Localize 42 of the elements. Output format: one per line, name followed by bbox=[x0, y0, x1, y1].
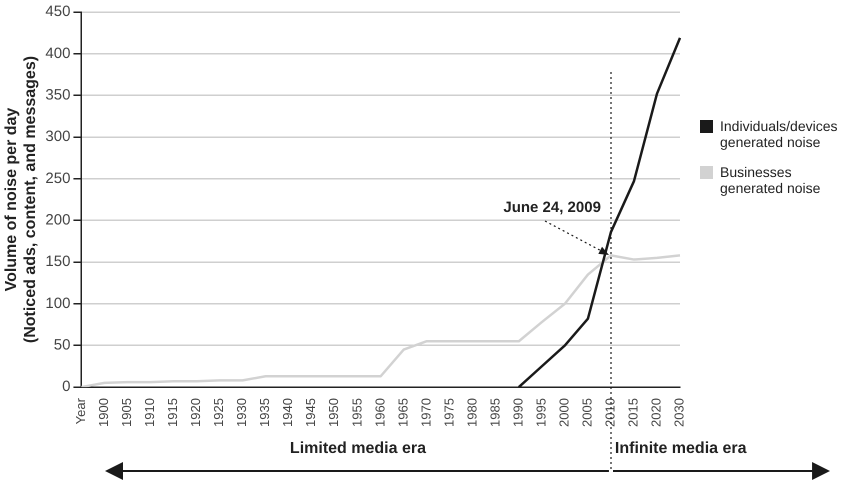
x-tick-label: 1990 bbox=[510, 398, 526, 427]
x-tick-label: 1950 bbox=[326, 398, 342, 427]
x-tick-label: 1925 bbox=[211, 398, 226, 427]
y-tick-label: 50 bbox=[54, 336, 70, 354]
y-tick-label: 100 bbox=[45, 294, 70, 312]
x-tick-label: 2000 bbox=[556, 398, 572, 427]
y-tick-label: 250 bbox=[45, 170, 70, 187]
x-tick-label: 1940 bbox=[280, 398, 296, 427]
y-tick-label: 450 bbox=[45, 3, 70, 20]
x-tick-label: 1985 bbox=[487, 398, 502, 427]
x-tick-label: 1905 bbox=[119, 398, 134, 427]
text: Limited media era bbox=[290, 440, 426, 458]
x-tick-label: 2015 bbox=[626, 398, 641, 427]
x-tick-label: 1930 bbox=[234, 398, 250, 427]
x-tick-label: 1935 bbox=[257, 398, 272, 427]
x-tick-label: 1965 bbox=[395, 398, 410, 427]
x-tick-label: 1995 bbox=[533, 398, 548, 427]
y-tick-label: 0 bbox=[62, 378, 70, 396]
legend-label: Individuals/devices generated noise bbox=[720, 118, 839, 150]
x-tick-label: 1970 bbox=[418, 398, 434, 427]
x-tick-label: 1910 bbox=[142, 398, 158, 427]
y-axis-title: Volume of noise per day (Noticed ads, content, and messages) bbox=[3, 56, 40, 344]
x-tick-label: 1920 bbox=[188, 398, 204, 427]
y-tick-label: 350 bbox=[45, 86, 70, 104]
x-tick-label: 1945 bbox=[303, 398, 318, 427]
x-tick-label: Year bbox=[73, 397, 88, 424]
x-tick-label: 1960 bbox=[372, 398, 388, 427]
x-tick-label: 2030 bbox=[672, 398, 687, 427]
x-tick-label: 1955 bbox=[349, 398, 364, 427]
x-tick-label: 1900 bbox=[96, 398, 112, 427]
y-tick-label: 150 bbox=[45, 253, 70, 270]
x-tick-label: 1975 bbox=[441, 398, 456, 427]
x-tick-label: 2005 bbox=[579, 398, 594, 427]
ref-line-label: June 24, 2009 bbox=[503, 199, 601, 216]
text: Infinite media era bbox=[614, 440, 747, 458]
y-tick-label: 400 bbox=[45, 44, 70, 62]
x-tick-label: 1980 bbox=[464, 398, 480, 427]
y-tick-label: 200 bbox=[45, 212, 70, 229]
y-tick-label: 300 bbox=[45, 128, 70, 146]
x-tick-label: 1915 bbox=[165, 398, 180, 427]
legend-label: Businesses generated noise bbox=[720, 164, 822, 196]
x-tick-label: 2020 bbox=[648, 398, 664, 427]
